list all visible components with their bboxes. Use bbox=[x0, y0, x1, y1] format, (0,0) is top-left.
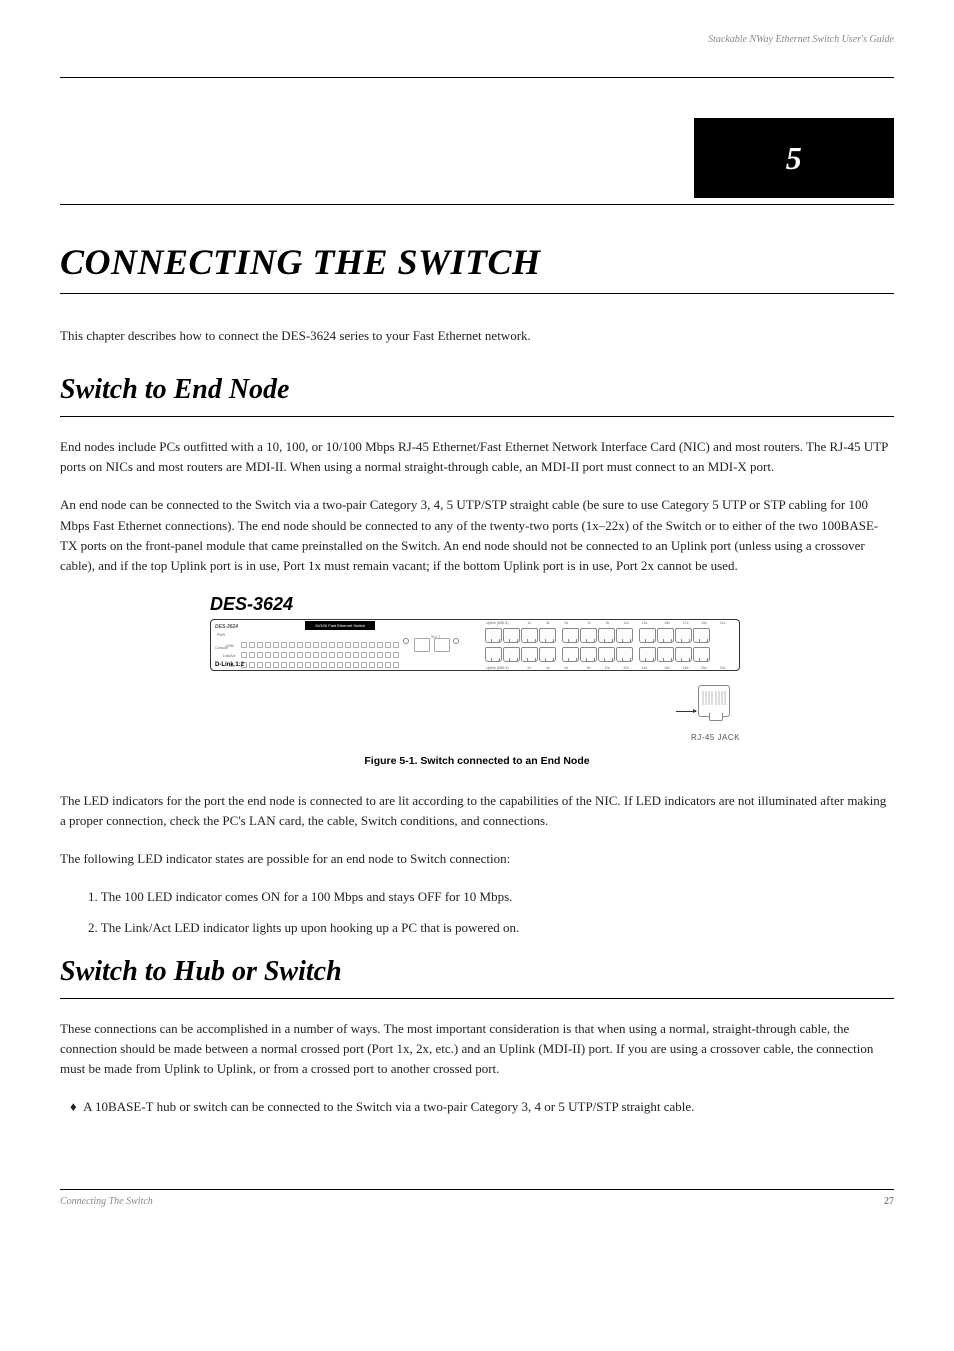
screw-icon bbox=[403, 638, 409, 644]
rj45-port bbox=[639, 628, 656, 643]
screw-icon bbox=[453, 638, 459, 644]
port-labels-bottom: Uplink (MDI-II)2x4x6x8x10x12x14x16x18x20… bbox=[479, 666, 739, 670]
rj45-port bbox=[562, 647, 579, 662]
footer-page-number: 27 bbox=[884, 1196, 894, 1207]
led-row-100m bbox=[241, 642, 400, 648]
rj45-port bbox=[616, 647, 633, 662]
led-row-linkact bbox=[241, 652, 400, 658]
led-linkact: Link/Act bbox=[223, 654, 235, 658]
intro-paragraph: This chapter describes how to connect th… bbox=[60, 326, 894, 346]
rj45-callout: RJ-45 JACK bbox=[210, 671, 740, 741]
port-labels-top: Uplink (MDI-II)1x3x5x7x9x11x13x15x17x19x… bbox=[479, 621, 739, 625]
chapter-number-box: 5 bbox=[694, 118, 894, 198]
rj45-port bbox=[657, 647, 674, 662]
footer-section-label: Connecting The Switch bbox=[60, 1196, 153, 1207]
sec2-para1: These connections can be accomplished in… bbox=[60, 1019, 894, 1079]
rj45-port bbox=[562, 628, 579, 643]
rj45-port bbox=[539, 628, 556, 643]
led-panel: DES-3624 10/100 Fast Ethernet Switch PWR… bbox=[211, 620, 401, 670]
port-row-top bbox=[485, 628, 710, 643]
rj45-port bbox=[675, 647, 692, 662]
rj45-port bbox=[693, 628, 710, 643]
switch-diagram: DES-3624 DES-3624 10/100 Fast Ethernet S… bbox=[60, 594, 894, 741]
rj45-port bbox=[521, 628, 538, 643]
rj45-port bbox=[675, 628, 692, 643]
section2-underline bbox=[60, 998, 894, 999]
running-header: Stackable NWay Ethernet Switch User's Gu… bbox=[708, 34, 894, 45]
rj45-port bbox=[539, 647, 556, 662]
page-footer: Connecting The Switch 27 bbox=[60, 1189, 894, 1207]
port-row-bottom bbox=[485, 647, 710, 662]
module-port-2 bbox=[434, 638, 450, 652]
rj45-port bbox=[639, 647, 656, 662]
dlink-logo: D-Link 1:2 bbox=[215, 662, 244, 668]
rj45-port bbox=[485, 647, 502, 662]
rj45-jack-enlarged bbox=[698, 685, 730, 717]
rj45-port bbox=[598, 628, 615, 643]
rj45-port bbox=[598, 647, 615, 662]
section-switch-to-end-node: Switch to End Node bbox=[60, 374, 894, 406]
sec1-para3: The LED indicators for the port the end … bbox=[60, 791, 894, 831]
module-port-1 bbox=[414, 638, 430, 652]
title-underline bbox=[60, 293, 894, 294]
sec1-list-item-2: 2. The Link/Act LED indicator lights up … bbox=[88, 918, 894, 938]
rj45-port bbox=[521, 647, 538, 662]
rj45-jack-label: RJ-45 JACK bbox=[691, 733, 740, 742]
section-switch-to-hub: Switch to Hub or Switch bbox=[60, 956, 894, 988]
rj45-port-bank: Uplink (MDI-II)1x3x5x7x9x11x13x15x17x19x… bbox=[479, 620, 739, 670]
rj45-port bbox=[616, 628, 633, 643]
led-banner: 10/100 Fast Ethernet Switch bbox=[305, 621, 375, 630]
led-row-slot bbox=[241, 662, 400, 668]
led-console: Console bbox=[215, 646, 228, 650]
switch-front-panel: DES-3624 10/100 Fast Ethernet Switch PWR… bbox=[210, 619, 740, 671]
section1-underline bbox=[60, 416, 894, 417]
rj45-port bbox=[657, 628, 674, 643]
callout-arrow bbox=[676, 711, 696, 712]
sec1-para2: An end node can be connected to the Swit… bbox=[60, 495, 894, 576]
device-model-label: DES-3624 bbox=[210, 594, 894, 615]
led-pwr: PWR bbox=[217, 633, 225, 637]
chapter-underline bbox=[60, 204, 894, 205]
rj45-port bbox=[580, 628, 597, 643]
module-slot: Slot 1 bbox=[401, 620, 479, 670]
sec1-list-item-1: 1. The 100 LED indicator comes ON for a … bbox=[88, 887, 894, 907]
rj45-port bbox=[580, 647, 597, 662]
chapter-number: 5 bbox=[786, 140, 803, 177]
page-title: CONNECTING THE SWITCH bbox=[60, 241, 894, 283]
figure-caption: Figure 5-1. Switch connected to an End N… bbox=[60, 755, 894, 767]
sec1-para4: The following LED indicator states are p… bbox=[60, 849, 894, 869]
header-rule: Stackable NWay Ethernet Switch User's Gu… bbox=[60, 48, 894, 78]
rj45-port bbox=[503, 647, 520, 662]
rj45-port bbox=[693, 647, 710, 662]
led-model-small: DES-3624 bbox=[215, 624, 238, 630]
rj45-port bbox=[503, 628, 520, 643]
sec2-bullet-1: ♦ A 10BASE-T hub or switch can be connec… bbox=[82, 1097, 894, 1117]
sec1-para1: End nodes include PCs outfitted with a 1… bbox=[60, 437, 894, 477]
rj45-port bbox=[485, 628, 502, 643]
